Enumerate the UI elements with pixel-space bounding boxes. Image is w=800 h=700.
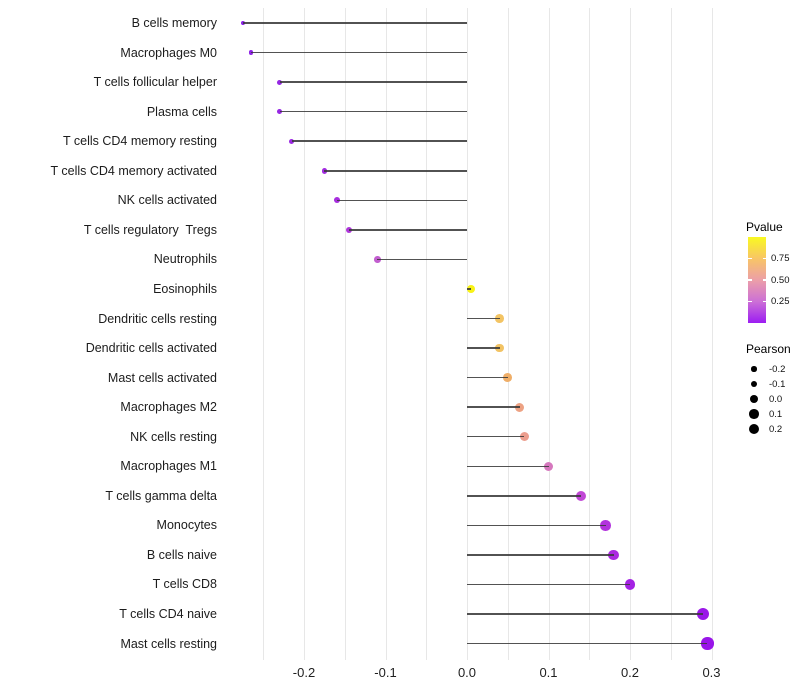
lollipop-dot bbox=[289, 138, 295, 144]
category-label: B cells memory bbox=[131, 16, 217, 30]
x-tick-label: 0.0 bbox=[457, 665, 477, 680]
x-tick-label: 0.3 bbox=[702, 665, 721, 680]
pvalue-legend-title: Pvalue bbox=[746, 220, 783, 234]
lollipop-stem bbox=[324, 170, 467, 172]
gridline bbox=[630, 8, 631, 660]
lollipop-stem bbox=[467, 317, 500, 320]
category-label: Monocytes bbox=[156, 518, 217, 533]
pvalue-colorbar bbox=[748, 237, 766, 323]
size-legend-label: 0.2 bbox=[769, 423, 783, 435]
lollipop-dot bbox=[495, 343, 504, 353]
plot-panel bbox=[227, 8, 724, 660]
category-label: Macrophages M2 bbox=[120, 400, 217, 415]
gridline bbox=[304, 8, 305, 660]
lollipop-stem bbox=[336, 199, 467, 202]
size-legend-dot bbox=[751, 366, 757, 372]
category-label: Macrophages M1 bbox=[120, 459, 217, 474]
gridline bbox=[711, 8, 713, 660]
gridline bbox=[344, 8, 346, 660]
size-legend-dot bbox=[749, 394, 759, 404]
lollipop-stem bbox=[467, 524, 606, 527]
lollipop-stem bbox=[467, 495, 582, 497]
lollipop-stem bbox=[467, 376, 508, 379]
lollipop-stem bbox=[467, 406, 520, 408]
category-label: T cells gamma delta bbox=[105, 488, 217, 503]
size-legend-label: -0.1 bbox=[769, 378, 786, 390]
colorbar-tick bbox=[748, 300, 752, 303]
x-tick-label: -0.2 bbox=[292, 665, 316, 680]
lollipop-stem bbox=[467, 642, 708, 645]
size-legend-dot bbox=[748, 423, 760, 435]
lollipop-stem bbox=[467, 465, 549, 467]
lollipop-dot bbox=[333, 197, 340, 204]
gridline bbox=[548, 8, 550, 660]
category-label: Dendritic cells activated bbox=[85, 341, 217, 356]
gridline bbox=[263, 8, 265, 660]
lollipop-stem bbox=[279, 110, 467, 113]
gridline bbox=[467, 8, 468, 660]
size-legend-label: 0.1 bbox=[769, 408, 783, 420]
lollipop-dot bbox=[466, 284, 476, 294]
size-legend-dot bbox=[750, 380, 758, 388]
colorbar-tick bbox=[748, 257, 752, 260]
category-label: T cells CD4 naive bbox=[119, 607, 217, 621]
category-label: T cells CD4 memory resting bbox=[63, 134, 217, 149]
lollipop-dot bbox=[515, 402, 525, 412]
gridline bbox=[507, 8, 509, 660]
lollipop-dot bbox=[543, 461, 554, 471]
colorbar-tick-label: 0.50 bbox=[771, 274, 790, 286]
lollipop-stem bbox=[242, 22, 467, 24]
gridline bbox=[670, 8, 672, 660]
colorbar-tick bbox=[762, 279, 766, 281]
lollipop-stem bbox=[467, 583, 630, 586]
category-label: B cells naive bbox=[146, 547, 217, 562]
lollipop-stem bbox=[251, 51, 467, 54]
size-legend-label: 0.0 bbox=[769, 393, 783, 405]
colorbar-tick-label: 0.25 bbox=[771, 296, 790, 307]
lollipop-dot bbox=[495, 314, 504, 323]
lollipop-stem bbox=[348, 229, 467, 231]
lollipop-dot bbox=[374, 256, 381, 263]
x-tick-label: 0.1 bbox=[539, 665, 558, 680]
size-legend-label: -0.2 bbox=[769, 363, 786, 375]
lollipop-stem bbox=[467, 435, 525, 438]
category-label: T cells CD8 bbox=[152, 577, 217, 592]
x-tick-label: 0.2 bbox=[620, 665, 640, 680]
colorbar-tick bbox=[762, 257, 766, 260]
category-label: Eosinophils bbox=[153, 281, 217, 296]
category-label: Dendritic cells resting bbox=[98, 311, 217, 326]
lollipop-dot bbox=[697, 607, 710, 621]
colorbar-tick-label: 0.75 bbox=[771, 253, 790, 264]
category-label: T cells regulatory Tregs bbox=[83, 222, 217, 237]
category-label: Neutrophils bbox=[153, 252, 217, 267]
lollipop-stem bbox=[467, 288, 472, 290]
gridline bbox=[589, 8, 591, 660]
category-label: Mast cells resting bbox=[120, 636, 217, 651]
category-label: Plasma cells bbox=[146, 104, 217, 119]
size-legend-dot bbox=[749, 409, 759, 419]
gridline bbox=[426, 8, 428, 660]
lollipop-stem bbox=[467, 554, 614, 556]
colorbar-tick bbox=[762, 300, 766, 303]
lollipop-dot bbox=[321, 167, 328, 174]
x-tick-label: -0.1 bbox=[374, 665, 397, 680]
category-label: T cells follicular helper bbox=[93, 75, 217, 90]
colorbar-tick bbox=[748, 279, 752, 281]
lollipop-stem bbox=[279, 81, 467, 83]
lollipop-stem bbox=[291, 140, 467, 142]
lollipop-stem bbox=[377, 258, 467, 261]
gridline bbox=[385, 8, 387, 660]
category-label: Mast cells activated bbox=[107, 370, 217, 385]
category-label: Macrophages M0 bbox=[120, 45, 217, 60]
pearson-legend-title: Pearson bbox=[746, 342, 791, 356]
category-label: NK cells activated bbox=[117, 193, 217, 208]
category-label: T cells CD4 memory activated bbox=[50, 163, 218, 178]
category-label: NK cells resting bbox=[130, 429, 217, 444]
lollipop-stem bbox=[467, 613, 704, 615]
lollipop-stem bbox=[467, 347, 500, 349]
